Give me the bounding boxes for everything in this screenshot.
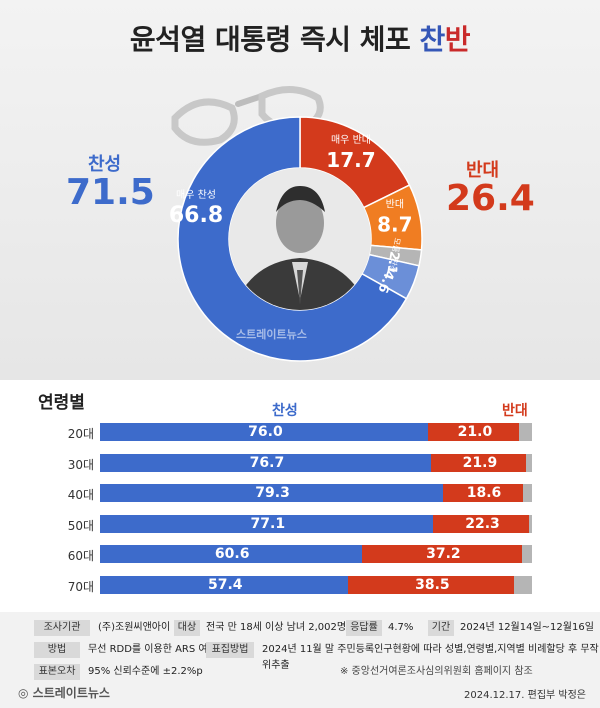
legend-oppose: 반대	[502, 403, 528, 419]
brand-text: 스트레이트뉴스	[32, 686, 110, 700]
oppose-bar: 21.9	[431, 453, 526, 472]
oppose-bar: 21.0	[428, 423, 520, 441]
president-photo	[229, 168, 371, 310]
oppose-total-label: 반대	[466, 160, 500, 181]
footer-key-margin: 표본오차	[34, 664, 80, 680]
approve-bar: 57.4	[100, 575, 348, 594]
slice-value-unknown: 2.1	[383, 250, 401, 275]
slice-value-oppose: 8.7	[377, 212, 412, 236]
slice-value-strongly-approve: 66.8	[169, 203, 223, 228]
footer-key-response-rate: 응답률	[346, 620, 382, 636]
page-title: 윤석열 대통령 즉시 체포 찬반	[0, 18, 600, 58]
brand-icon: ◎	[18, 686, 33, 700]
age-bar-row: 76.7 21.9	[100, 453, 532, 472]
age-bar-row: 79.3 18.6	[100, 484, 532, 502]
footer-value-method: 무선 RDD를 이용한 ARS 여론조사	[88, 644, 236, 655]
footer-key-period: 기간	[428, 620, 454, 636]
survey-info-footer: 조사기관 (주)조원씨앤아이 대상 전국 만 18세 이상 남녀 2,002명 …	[0, 612, 600, 708]
footer-value-response-rate: 4.7%	[388, 622, 414, 633]
age-label: 50대	[67, 518, 94, 533]
oppose-value: 21.0	[457, 424, 493, 440]
age-bar-row: 77.1 22.3	[100, 514, 532, 533]
oppose-value: 21.9	[462, 454, 498, 471]
approve-value: 77.1	[250, 515, 286, 532]
footer-key-target: 대상	[174, 620, 200, 636]
oppose-value: 37.2	[426, 546, 461, 562]
approve-bar: 60.6	[100, 545, 362, 563]
slice-label-oppose: 반대	[386, 198, 404, 210]
age-label: 40대	[67, 488, 94, 502]
slice-value-strongly-oppose: 17.7	[326, 148, 375, 172]
slice-label-approve: 찬성	[386, 256, 401, 273]
credit-line: 2024.12.17. 편집부 박정은	[464, 690, 586, 701]
age-bar-row: 76.0 21.0	[100, 423, 532, 441]
age-bar-row: 57.4 38.5	[100, 575, 532, 594]
footer-value-sampling: 2024년 11월 말 주민등록인구현황에 따라 성별,연령별,지역별 비례할당…	[262, 644, 599, 671]
approve-bar: 76.0	[100, 423, 429, 441]
legend-approve: 찬성	[272, 403, 298, 419]
approve-value: 60.6	[214, 546, 250, 562]
slice-label-unknown: 모름	[391, 237, 402, 253]
oppose-bar: 38.5	[347, 575, 515, 594]
age-label: 60대	[67, 549, 94, 563]
footer-value-agency: (주)조원씨앤아이	[98, 622, 171, 633]
title-highlight-oppose: 반	[444, 23, 471, 56]
footer-value-period: 2024년 12월14일~12월16일	[460, 622, 594, 633]
oppose-value: 22.3	[465, 515, 500, 532]
title-highlight-approve: 찬	[419, 23, 446, 56]
footer-value-margin: 95% 신뢰수준에 ±2.2%p	[88, 666, 203, 677]
approve-total-label: 찬성	[88, 154, 122, 175]
approve-total-value: 71.5	[66, 172, 155, 213]
footer-note: ※ 중앙선거여론조사심의위원회 홈페이지 참조	[340, 666, 533, 677]
approve-value: 76.0	[248, 424, 283, 440]
approve-bar: 79.3	[100, 484, 443, 502]
footer-key-sampling: 표집방법	[206, 642, 254, 658]
watermark-text: 스트레이트뉴스	[236, 327, 307, 341]
oppose-value: 18.6	[466, 485, 502, 501]
footer-key-agency: 조사기관	[34, 620, 90, 636]
footer-value-target: 전국 만 18세 이상 남녀 2,002명	[206, 622, 347, 633]
age-bar-row: 60.6 37.2	[100, 545, 532, 563]
age-label: 20대	[67, 427, 94, 441]
slice-label-strongly-approve: 매우 찬성	[176, 189, 216, 201]
oppose-bar: 37.2	[361, 545, 523, 563]
approve-bar: 77.1	[100, 514, 434, 533]
approve-value: 79.3	[255, 485, 290, 501]
age-label: 30대	[67, 457, 94, 472]
approve-value: 76.7	[249, 454, 285, 471]
title-main: 윤석열 대통령 즉시 체포	[129, 23, 411, 56]
age-section-title: 연령별	[38, 393, 85, 413]
oppose-total-value: 26.4	[446, 178, 535, 219]
footer-key-method: 방법	[34, 642, 80, 658]
slice-label-strongly-oppose: 매우 반대	[331, 134, 371, 146]
oppose-value: 38.5	[415, 576, 450, 593]
oppose-bar: 18.6	[442, 484, 523, 502]
oppose-bar: 22.3	[433, 514, 530, 533]
brand-logo: ◎ 스트레이트뉴스	[18, 684, 110, 701]
age-label: 70대	[67, 579, 94, 594]
approve-bar: 76.7	[100, 453, 432, 472]
approve-value: 57.4	[207, 576, 243, 593]
